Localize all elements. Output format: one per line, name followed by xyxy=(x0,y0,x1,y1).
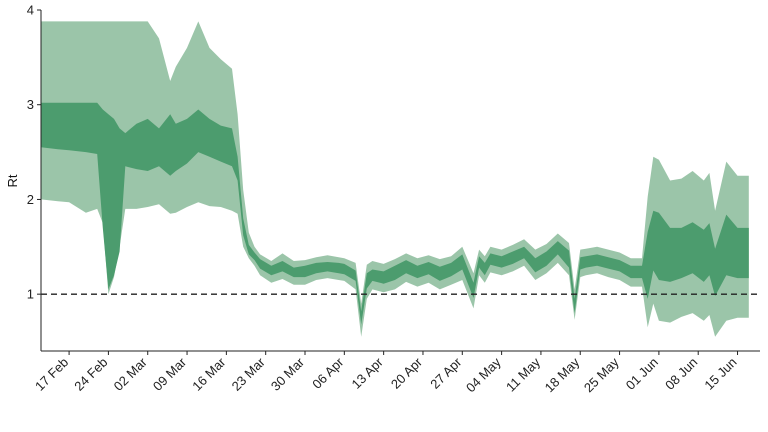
x-tick-label: 01 Jun xyxy=(623,355,661,393)
x-tick-label: 16 Mar xyxy=(189,354,229,394)
y-tick-label: 4 xyxy=(27,3,34,18)
y-tick-label: 3 xyxy=(27,97,34,112)
y-ticks: 1 2 3 4 xyxy=(27,3,41,302)
x-tick-label: 18 May xyxy=(542,354,583,395)
x-tick-label: 09 Mar xyxy=(150,354,190,394)
x-tick-label: 25 May xyxy=(581,354,622,395)
x-tick-label: 13 Apr xyxy=(349,354,387,392)
inner-credible-band xyxy=(41,102,749,325)
y-tick-label: 1 xyxy=(27,287,34,302)
x-tick-label: 27 Apr xyxy=(427,354,465,392)
x-tick-label: 02 Mar xyxy=(111,354,151,394)
bands-layer xyxy=(41,21,749,337)
y-tick-label: 2 xyxy=(27,192,34,207)
x-tick-label: 17 Feb xyxy=(32,355,71,394)
x-tick-label: 04 May xyxy=(463,354,504,395)
x-tick-label: 06 Apr xyxy=(309,354,347,392)
x-tick-label: 24 Feb xyxy=(71,355,110,394)
x-tick-label: 30 Mar xyxy=(268,354,308,394)
x-tick-label: 15 Jun xyxy=(701,355,739,393)
outer-credible-band xyxy=(41,21,749,337)
y-axis-title: Rt xyxy=(5,174,20,187)
x-tick-label: 23 Mar xyxy=(229,354,269,394)
x-tick-label: 20 Apr xyxy=(388,354,426,392)
x-ticks: 17 Feb 24 Feb 02 Mar 09 Mar 16 Mar 23 Mar 30 M… xyxy=(32,351,740,395)
x-tick-label: 11 May xyxy=(503,354,543,394)
x-tick-label: 08 Jun xyxy=(662,355,700,393)
